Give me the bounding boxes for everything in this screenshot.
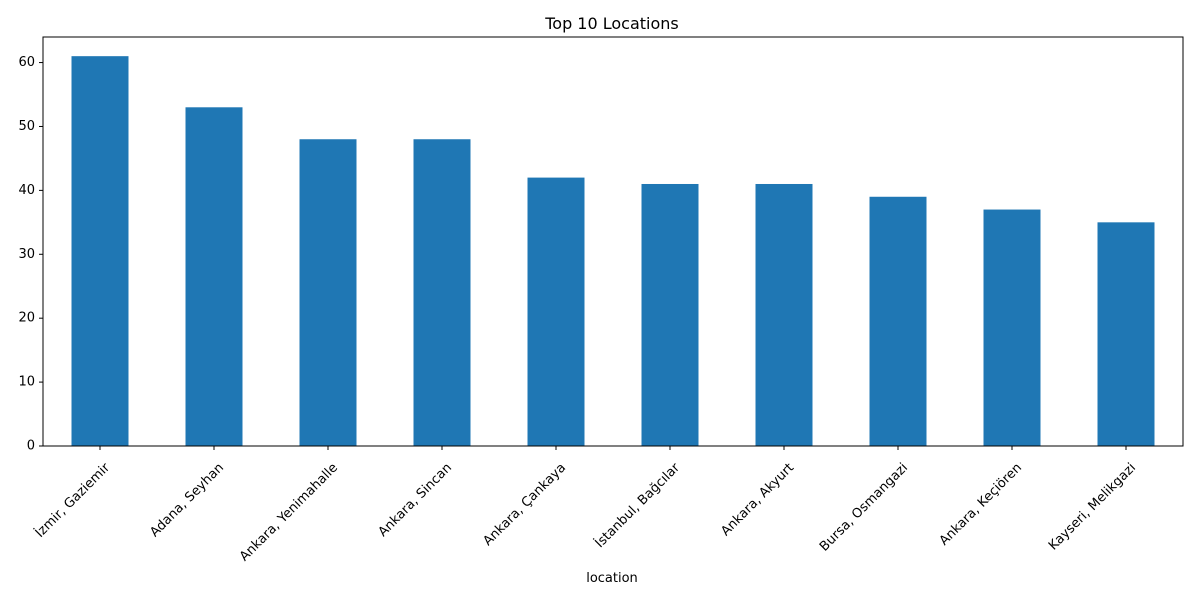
bar [527, 177, 585, 446]
x-tick-label: Ankara, Yenimahalle [237, 460, 341, 564]
chart-title: Top 10 Locations [544, 14, 679, 33]
y-tick-label: 30 [18, 247, 35, 262]
y-tick-label: 50 [18, 119, 35, 134]
plot-frame [42, 36, 1184, 447]
y-axis: 0 10 20 30 40 50 60 [18, 55, 43, 454]
bars-layer [71, 56, 1155, 446]
bar [185, 107, 243, 446]
bar [869, 196, 927, 446]
y-tick-label: 20 [18, 311, 35, 326]
bar [1097, 222, 1155, 446]
bar [755, 183, 813, 446]
bar [71, 56, 129, 446]
bar [641, 183, 699, 446]
x-axis: İzmir, Gaziemir Adana, Seyhan Ankara, Yeni… [32, 446, 1139, 564]
x-tick-label: Kayseri, Melikgazi [1046, 460, 1139, 553]
y-tick-label: 40 [18, 183, 35, 198]
y-tick-label: 60 [18, 55, 35, 70]
x-tick-label: Ankara, Keçiören [937, 460, 1025, 548]
bar [299, 139, 357, 446]
bar [983, 209, 1041, 446]
x-tick-label: Ankara, Akyurt [718, 460, 797, 539]
x-tick-label: İstanbul, Bağcılar [592, 459, 684, 551]
x-tick-label: İzmir, Gaziemir [32, 459, 114, 541]
bar [413, 139, 471, 446]
x-tick-label: Bursa, Osmangazi [817, 460, 911, 554]
x-axis-label: location [586, 571, 638, 586]
x-tick-label: Ankara, Sincan [376, 460, 456, 540]
y-tick-label: 10 [18, 375, 35, 390]
y-tick-label: 0 [27, 439, 35, 454]
x-tick-label: Ankara, Çankaya [481, 460, 570, 549]
x-tick-label: Adana, Seyhan [147, 460, 227, 540]
